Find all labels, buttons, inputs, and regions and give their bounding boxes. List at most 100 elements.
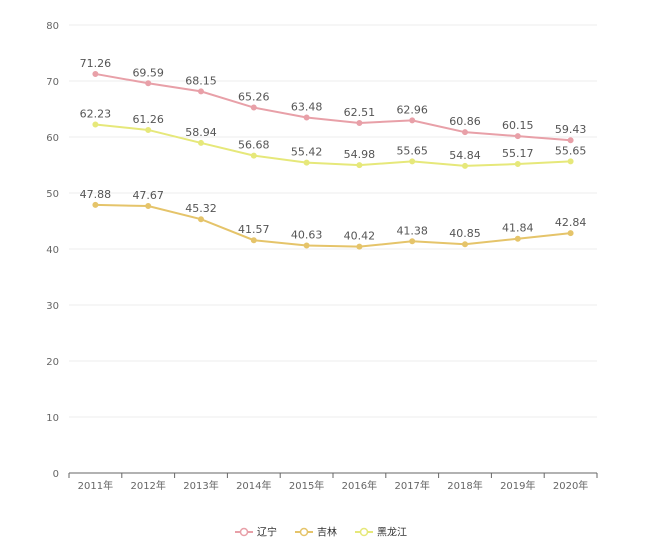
data-label: 41.38 xyxy=(396,224,428,237)
legend-item[interactable]: 辽宁 xyxy=(235,526,277,539)
x-tick-label: 2020年 xyxy=(553,479,588,492)
series-line xyxy=(95,72,571,142)
x-tick-label: 2014年 xyxy=(236,479,271,492)
x-tick-label: 2013年 xyxy=(183,479,218,492)
y-tick-label: 70 xyxy=(46,77,59,88)
data-label: 54.84 xyxy=(449,149,481,162)
x-tick-label: 2018年 xyxy=(447,479,482,492)
y-axis: 0 10 20 30 40 50 60 70 80 xyxy=(46,21,59,480)
y-tick-label: 40 xyxy=(46,245,59,256)
data-label: 71.26 xyxy=(80,57,112,70)
data-point[interactable] xyxy=(303,114,310,121)
series-line xyxy=(95,203,571,248)
y-tick-label: 10 xyxy=(46,413,59,424)
y-tick-label: 0 xyxy=(53,469,59,480)
series-3: 62.23 61.26 58.94 56.68 55.42 54.98 55.65 54.84… xyxy=(80,108,587,169)
x-tick-label: 2017年 xyxy=(394,479,429,492)
data-point[interactable] xyxy=(409,238,416,245)
y-tick-label: 80 xyxy=(46,21,59,32)
data-label: 40.63 xyxy=(291,228,323,241)
data-label: 40.85 xyxy=(449,227,481,240)
series-2: 47.88 47.67 45.32 41.57 40.63 40.42 41.38 40.85… xyxy=(80,188,587,250)
data-label: 69.59 xyxy=(132,66,164,79)
data-label: 60.15 xyxy=(502,119,534,132)
data-label: 68.15 xyxy=(185,74,217,87)
data-label: 41.57 xyxy=(238,223,270,236)
data-point[interactable] xyxy=(514,235,521,242)
data-point[interactable] xyxy=(92,201,99,208)
legend-marker-icon xyxy=(359,527,369,537)
data-label: 45.32 xyxy=(185,202,217,215)
data-point[interactable] xyxy=(250,237,257,244)
data-label: 59.43 xyxy=(555,123,587,136)
legend-label: 辽宁 xyxy=(257,526,277,539)
data-point[interactable] xyxy=(567,158,574,165)
x-tick-label: 2011年 xyxy=(78,479,113,492)
legend-item[interactable]: 吉林 xyxy=(295,526,337,539)
data-label: 40.42 xyxy=(344,230,376,243)
data-point[interactable] xyxy=(514,133,521,140)
data-point[interactable] xyxy=(303,242,310,249)
x-tick-label: 2015年 xyxy=(289,479,324,492)
data-point[interactable] xyxy=(145,80,152,87)
grid-lines xyxy=(69,24,597,418)
data-point[interactable] xyxy=(462,241,468,248)
y-tick-label: 60 xyxy=(46,133,59,144)
data-point[interactable] xyxy=(303,159,310,166)
data-point[interactable] xyxy=(462,129,468,136)
series-group: 71.26 69.59 68.15 65.26 63.48 62.51 62.96 60.86… xyxy=(80,57,587,250)
data-point[interactable] xyxy=(92,70,99,77)
data-label: 47.67 xyxy=(132,189,164,202)
data-label: 62.96 xyxy=(396,103,428,116)
data-point[interactable] xyxy=(250,104,257,111)
y-tick-label: 50 xyxy=(46,189,59,200)
data-point[interactable] xyxy=(356,162,363,169)
data-label: 42.84 xyxy=(555,216,587,229)
data-label: 63.48 xyxy=(291,101,323,114)
legend[interactable]: 辽宁 吉林 黑龙江 xyxy=(235,526,407,539)
data-point[interactable] xyxy=(409,117,416,124)
data-label: 62.51 xyxy=(344,106,376,119)
x-tick-label: 2012年 xyxy=(130,479,165,492)
data-point[interactable] xyxy=(514,161,521,168)
data-point[interactable] xyxy=(250,152,257,159)
legend-marker-icon xyxy=(299,527,309,537)
data-label: 54.98 xyxy=(344,148,376,161)
data-label: 62.23 xyxy=(80,108,112,121)
data-label: 55.17 xyxy=(502,147,534,160)
data-point[interactable] xyxy=(198,139,204,146)
data-point[interactable] xyxy=(462,162,468,169)
data-point[interactable] xyxy=(356,243,363,250)
data-label: 65.26 xyxy=(238,91,270,104)
data-point[interactable] xyxy=(567,137,574,144)
y-tick-label: 20 xyxy=(46,357,59,368)
data-point[interactable] xyxy=(92,121,99,128)
x-tick-label: 2016年 xyxy=(342,479,377,492)
data-point[interactable] xyxy=(198,88,204,95)
data-point[interactable] xyxy=(567,230,574,237)
data-point[interactable] xyxy=(145,203,152,210)
series-line xyxy=(95,123,571,167)
data-point[interactable] xyxy=(145,126,152,133)
data-label: 60.86 xyxy=(449,115,481,128)
data-label: 61.26 xyxy=(132,113,164,126)
data-label: 41.84 xyxy=(502,222,534,235)
data-label: 58.94 xyxy=(185,126,217,139)
series-1: 71.26 69.59 68.15 65.26 63.48 62.51 62.96 60.86… xyxy=(80,57,587,144)
data-point[interactable] xyxy=(356,119,363,126)
data-point[interactable] xyxy=(198,216,204,223)
x-axis: 2011年 2012年 2013年 2014年 2015年 2016年 2017年 2018年… xyxy=(68,472,598,492)
data-label: 55.42 xyxy=(291,146,323,159)
data-point[interactable] xyxy=(409,158,416,165)
data-label: 55.65 xyxy=(555,144,587,157)
data-label: 56.68 xyxy=(238,139,270,152)
data-label: 47.88 xyxy=(80,188,112,201)
data-label: 55.65 xyxy=(396,144,428,157)
legend-label: 吉林 xyxy=(317,526,337,539)
legend-marker-icon xyxy=(239,527,249,537)
legend-item[interactable]: 黑龙江 xyxy=(355,526,407,539)
x-tick-label: 2019年 xyxy=(500,479,535,492)
legend-label: 黑龙江 xyxy=(377,526,407,539)
y-tick-label: 30 xyxy=(46,301,59,312)
